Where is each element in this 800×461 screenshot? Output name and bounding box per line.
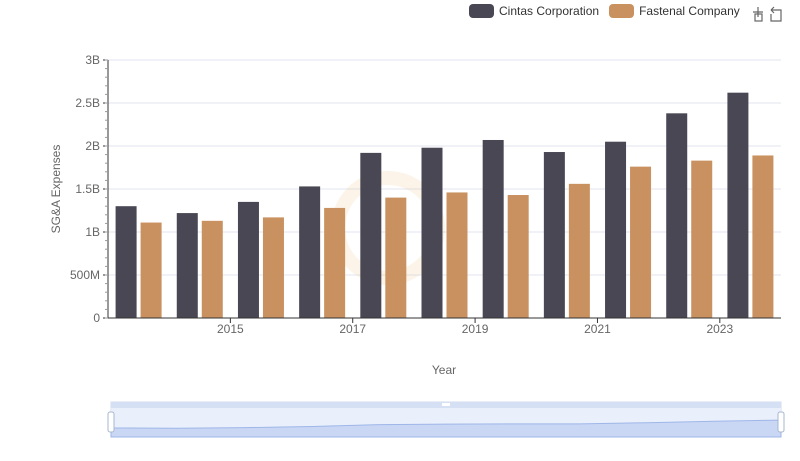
bar-fastenal-2022[interactable]: [630, 166, 652, 318]
legend-label-cintas: Cintas Corporation: [499, 4, 600, 18]
bar-fastenal-2017[interactable]: [324, 207, 346, 318]
y-tick-label: 2B: [85, 139, 100, 153]
chart-toolbar: [748, 6, 784, 22]
bar-cintas-2017[interactable]: [299, 186, 321, 318]
x-axis-label: Year: [432, 363, 456, 377]
x-axis: 2015 2017 2019 2021 2023: [108, 317, 781, 336]
x-tick-label: 2021: [584, 322, 611, 336]
bar-cintas-2014[interactable]: [115, 206, 137, 318]
bar-fastenal-2021[interactable]: [568, 183, 590, 318]
legend: Cintas Corporation Fastenal Company: [469, 4, 750, 18]
bar-cintas-2016[interactable]: [237, 201, 259, 318]
bar-cintas-2018[interactable]: [360, 152, 382, 318]
y-tick-label: 3B: [85, 53, 100, 67]
legend-swatch-fastenal: [609, 4, 635, 18]
y-axis-label: SG&A Expenses: [49, 145, 63, 234]
legend-label-fastenal: Fastenal Company: [639, 4, 740, 18]
legend-item-fastenal[interactable]: Fastenal Company: [609, 4, 740, 18]
bar-fastenal-2018[interactable]: [385, 197, 407, 318]
y-tick-label: 1B: [85, 225, 100, 239]
bars: [115, 92, 774, 319]
data-zoom-right-handle[interactable]: [777, 411, 785, 433]
x-tick-label: 2019: [462, 322, 489, 336]
x-tick-label: 2017: [339, 322, 366, 336]
bar-fastenal-2016[interactable]: [262, 217, 284, 318]
y-tick-label: 1.5B: [75, 182, 100, 196]
bar-fastenal-2024[interactable]: [752, 155, 774, 318]
bar-fastenal-2023[interactable]: [691, 160, 713, 318]
bar-cintas-2020[interactable]: [482, 139, 504, 318]
y-tick-label: 500M: [70, 268, 100, 282]
bar-cintas-2019[interactable]: [421, 147, 443, 318]
bar-fastenal-2019[interactable]: [446, 192, 468, 318]
data-zoom-left-handle[interactable]: [107, 411, 115, 433]
legend-item-cintas[interactable]: Cintas Corporation: [469, 4, 599, 18]
x-tick-label: 2023: [706, 322, 733, 336]
restore-icon[interactable]: [768, 6, 784, 22]
bar-fastenal-2015[interactable]: [201, 220, 223, 318]
bar-fastenal-2020[interactable]: [507, 195, 529, 318]
data-zoom-move-handle[interactable]: [442, 403, 450, 406]
data-zoom-preview-area: [110, 419, 782, 438]
bar-fastenal-2014[interactable]: [140, 222, 162, 318]
data-zoom-slider[interactable]: [107, 401, 785, 438]
bar-cintas-2022[interactable]: [605, 141, 627, 318]
y-axis: 0 500M 1B 1.5B 2B 2.5B 3B: [70, 53, 109, 325]
zoom-icon[interactable]: [750, 6, 766, 22]
bar-cintas-2023[interactable]: [666, 113, 688, 318]
y-tick-label: 0: [93, 311, 100, 325]
y-tick-label: 2.5B: [75, 96, 100, 110]
bar-cintas-2021[interactable]: [543, 152, 565, 318]
legend-swatch-cintas: [469, 4, 494, 18]
bar-cintas-2024[interactable]: [727, 92, 749, 319]
bar-cintas-2015[interactable]: [176, 213, 198, 318]
x-tick-label: 2015: [217, 322, 244, 336]
